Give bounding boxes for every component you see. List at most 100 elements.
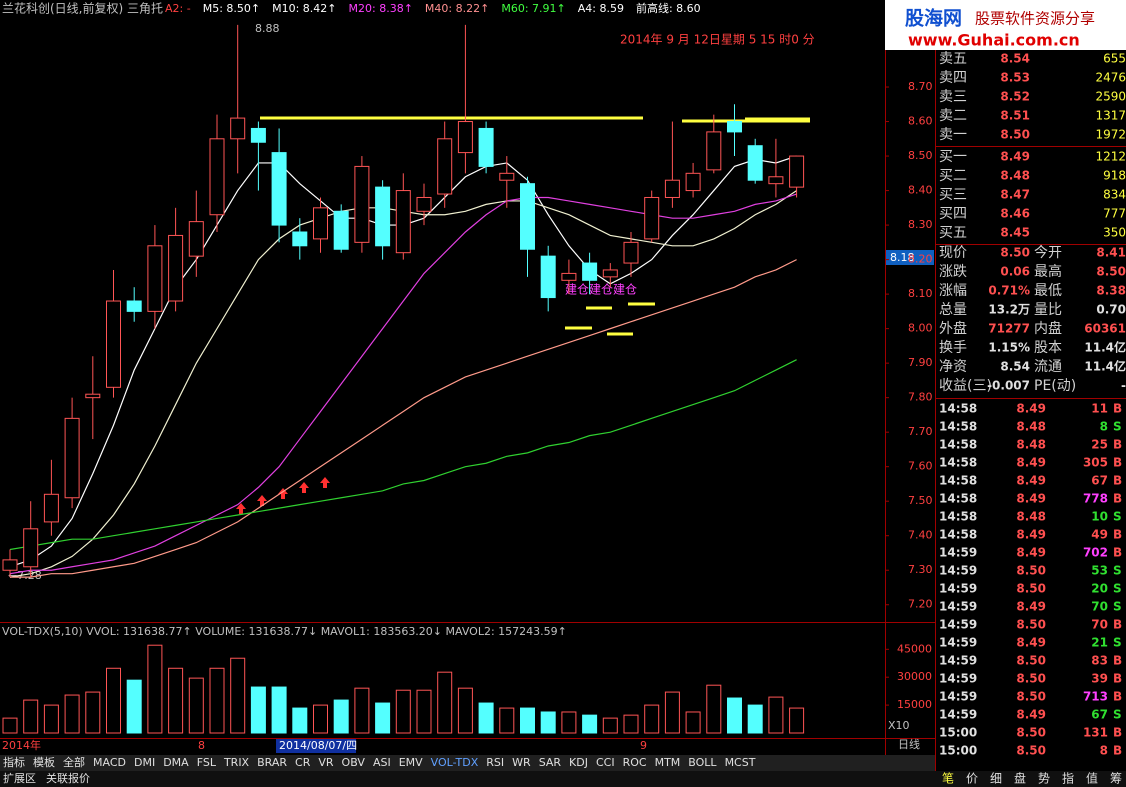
stat-label: 涨跌 — [939, 264, 967, 280]
legend-item: M20: 8.38↑ — [349, 2, 413, 15]
tab[interactable]: KDJ — [569, 756, 588, 769]
y-tick-label: 8.50 — [908, 149, 933, 162]
y-tick-label: 8.70 — [908, 80, 933, 93]
tab[interactable]: ROC — [623, 756, 647, 769]
tick-volume: 20 — [1091, 582, 1108, 596]
ma-line — [10, 259, 797, 578]
y-tick-label: 8.20 — [908, 253, 933, 266]
y-tick-label: 15000 — [897, 698, 932, 711]
arrow — [236, 503, 246, 514]
tick-time: 14:58 — [939, 528, 977, 542]
tab[interactable]: DMI — [134, 756, 155, 769]
tab[interactable]: OBV — [342, 756, 366, 769]
volume-bar — [540, 711, 556, 734]
volume-bar — [685, 711, 701, 734]
tab[interactable]: BOLL — [688, 756, 717, 769]
tab[interactable]: ASI — [373, 756, 391, 769]
tick-side: B — [1113, 474, 1122, 488]
volume-bar — [457, 687, 473, 734]
volume-bar — [602, 717, 618, 734]
tab[interactable]: MTM — [655, 756, 681, 769]
tick-price: 8.49 — [1016, 600, 1046, 614]
quote-label: 买五 — [939, 225, 967, 241]
side-tab[interactable]: 筹 — [1110, 772, 1122, 786]
tab[interactable]: TRIX — [223, 756, 250, 769]
tick-side: S — [1113, 600, 1122, 614]
tab[interactable]: VR — [318, 756, 334, 769]
volume-bar — [292, 707, 308, 734]
candle-body — [623, 241, 639, 264]
candle-body — [2, 559, 18, 571]
volume-header: VOL-TDX(5,10) VVOL: 131638.77↑ VOLUME: 1… — [2, 625, 567, 638]
stat-value: 0.70 — [1096, 303, 1126, 317]
side-tab[interactable]: 指 — [1062, 771, 1074, 786]
candle-body — [664, 179, 680, 198]
candle-body — [313, 207, 328, 240]
side-tab[interactable]: 细 — [990, 772, 1002, 786]
candle-body — [561, 272, 577, 281]
candle-body — [333, 210, 349, 250]
candle-body — [582, 262, 598, 281]
tick-time: 14:58 — [939, 456, 977, 470]
x-label: 2014年 — [2, 738, 41, 752]
tab[interactable]: FSL — [197, 756, 217, 769]
tab[interactable]: SAR — [539, 756, 562, 769]
tab[interactable]: 关联报价 — [46, 771, 90, 785]
tab[interactable]: 模板 — [33, 755, 55, 769]
tab[interactable]: 指标 — [3, 755, 25, 769]
tick-volume: 702 — [1083, 546, 1108, 560]
tab[interactable]: EMV — [399, 756, 423, 769]
tick-price: 8.50 — [1016, 690, 1046, 704]
side-tab[interactable]: 盘 — [1014, 771, 1026, 786]
tab[interactable]: RSI — [486, 756, 504, 769]
tick-volume: 8 — [1100, 744, 1108, 758]
tick-volume: 21 — [1091, 636, 1108, 650]
tab[interactable]: CR — [295, 756, 311, 769]
stat-value: 11.4亿 — [1084, 340, 1126, 355]
tab[interactable]: DMA — [163, 756, 189, 769]
quote-label: 买三 — [939, 187, 967, 203]
quote-label: 卖一 — [939, 127, 967, 143]
tick-volume: 39 — [1091, 672, 1108, 686]
tab-bar — [935, 771, 1126, 787]
volume-bar — [478, 702, 494, 734]
volume-bar — [313, 704, 328, 734]
tab[interactable]: 全部 — [63, 755, 85, 769]
tab[interactable]: MACD — [93, 756, 126, 769]
tick-time: 14:59 — [939, 546, 977, 560]
x-label: 2014/08/07/四 — [279, 739, 357, 752]
legend-item: 前高线: 8.60 — [636, 1, 701, 15]
volume-bar — [2, 717, 18, 734]
volume-bar — [395, 689, 411, 734]
tab[interactable]: MCST — [725, 756, 756, 769]
tab[interactable]: CCI — [596, 756, 615, 769]
volume-bar — [499, 707, 515, 734]
tab[interactable]: VOL-TDX — [431, 756, 479, 769]
annotation: 建仓建仓建仓 — [565, 283, 637, 297]
quote-volume: 777 — [1103, 207, 1126, 221]
side-tab[interactable]: 价 — [966, 772, 978, 786]
tab[interactable]: WR — [512, 756, 531, 769]
candle-body — [106, 300, 121, 388]
quote-volume: 1972 — [1095, 128, 1126, 142]
cursor-box — [886, 250, 934, 265]
tab[interactable]: 扩展区 — [3, 771, 36, 785]
tick-price: 8.48 — [1016, 438, 1046, 452]
tick-side: B — [1113, 672, 1122, 686]
y-tick-label: 7.50 — [908, 494, 933, 507]
candle-body — [147, 245, 163, 312]
logo-url: www.Guhai.com.cn — [908, 31, 1080, 50]
side-tab[interactable]: 笔 — [942, 771, 954, 786]
tick-time: 14:59 — [939, 672, 977, 686]
tab[interactable]: BRAR — [257, 756, 287, 769]
side-tab[interactable]: 势 — [1038, 772, 1050, 786]
candle-body — [395, 190, 411, 254]
tick-time: 14:58 — [939, 402, 977, 416]
side-tab[interactable]: 值 — [1086, 771, 1098, 786]
volume-bar — [64, 694, 80, 734]
candle-body — [188, 221, 204, 257]
quote-volume: 1317 — [1095, 109, 1126, 123]
volume-bar — [437, 671, 453, 734]
tick-price: 8.49 — [1016, 492, 1046, 506]
quote-label: 买一 — [939, 149, 967, 165]
